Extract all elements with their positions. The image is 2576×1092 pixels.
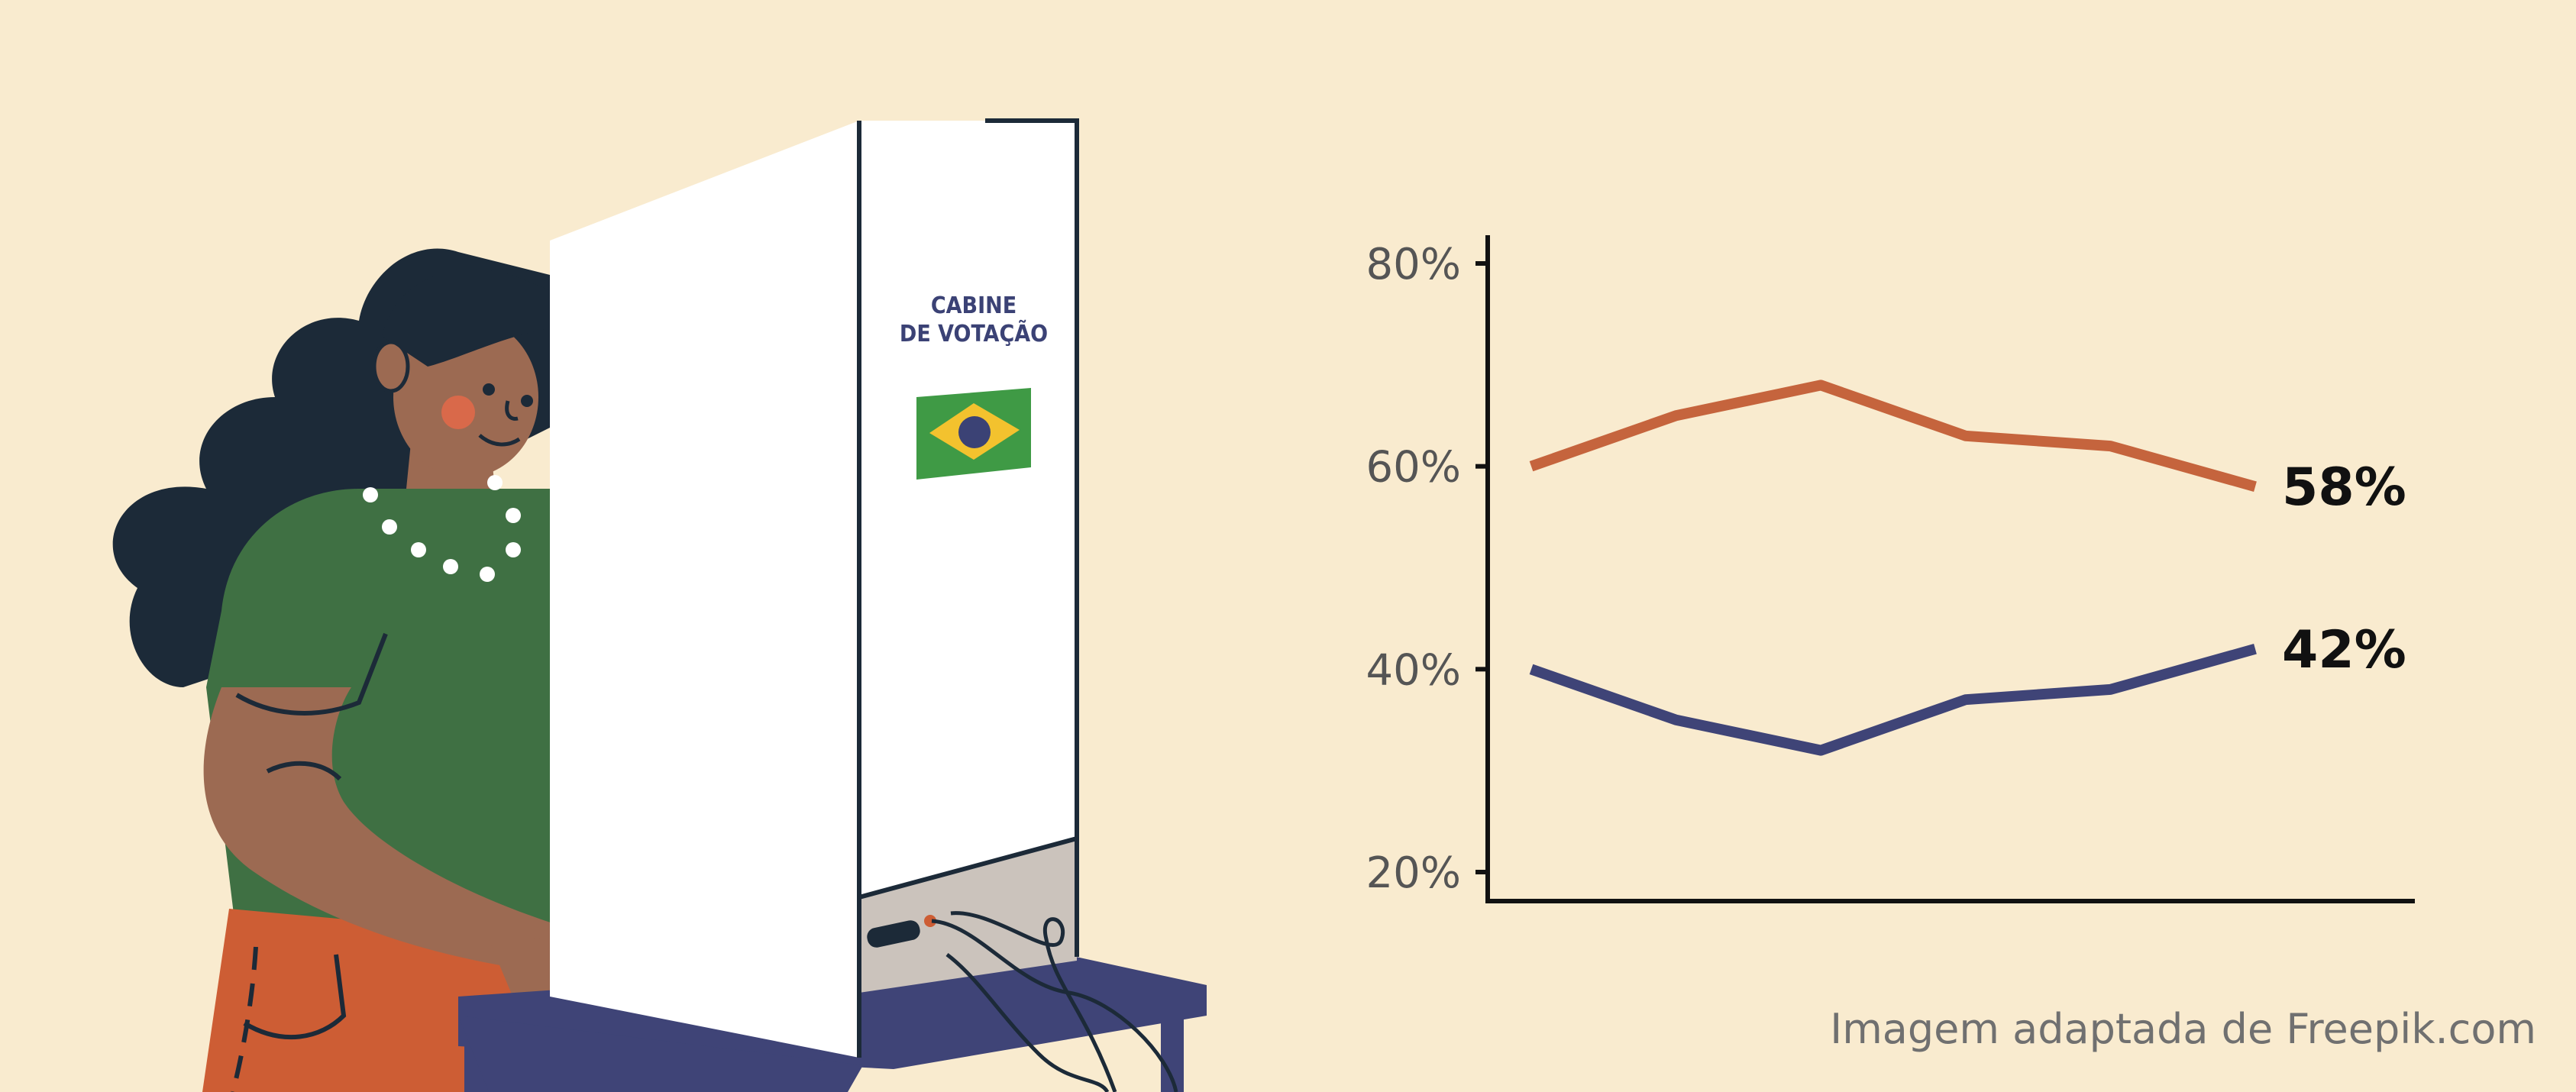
booth-cable <box>950 911 1117 1092</box>
booth-label-line1: CABINE <box>931 292 1017 319</box>
y-tick-label: 80% <box>1366 240 1461 289</box>
hair-front <box>382 269 550 367</box>
series-end-label-1: 58% <box>2282 457 2406 518</box>
pocket-line <box>243 954 347 1040</box>
eye-shape <box>483 383 495 396</box>
image-credit: Imagem adaptada de Freepik.com <box>1830 1005 2536 1053</box>
y-tick-label: 60% <box>1366 443 1461 493</box>
y-tick-label: 40% <box>1366 645 1461 695</box>
series-end-label-2: 42% <box>2282 620 2406 680</box>
series-line-1 <box>1529 380 2257 492</box>
booth-button <box>924 915 936 927</box>
eye-shape <box>521 395 533 407</box>
chart-series-group <box>1529 380 2257 756</box>
smile-line <box>478 434 521 447</box>
elbow-line <box>266 761 342 781</box>
necklace <box>363 475 521 582</box>
nose-line <box>505 400 519 421</box>
voting-illustration: CABINE DE VOTAÇÃO <box>112 118 1207 1092</box>
chart-axes <box>1485 235 2415 903</box>
series-line-2 <box>1529 644 2257 756</box>
booth-cable <box>945 953 1110 1092</box>
pants-seam <box>231 946 258 1092</box>
table-front <box>458 1016 863 1092</box>
booth-slot <box>867 920 920 948</box>
cheek-shape <box>441 396 475 429</box>
booth-left-panel <box>550 121 859 1058</box>
y-tick-label: 20% <box>1366 848 1461 898</box>
y-ticks-group: 20% 40% 60% 80% <box>1366 240 1488 898</box>
sleeve-line <box>235 632 388 716</box>
end-labels-group: 58% 42% <box>2282 457 2406 680</box>
booth-outline <box>858 118 1079 957</box>
brazil-flag-icon <box>916 388 1031 480</box>
booth-label-line2: DE VOTAÇÃO <box>900 319 1048 347</box>
booth-right-panel <box>859 121 1077 957</box>
